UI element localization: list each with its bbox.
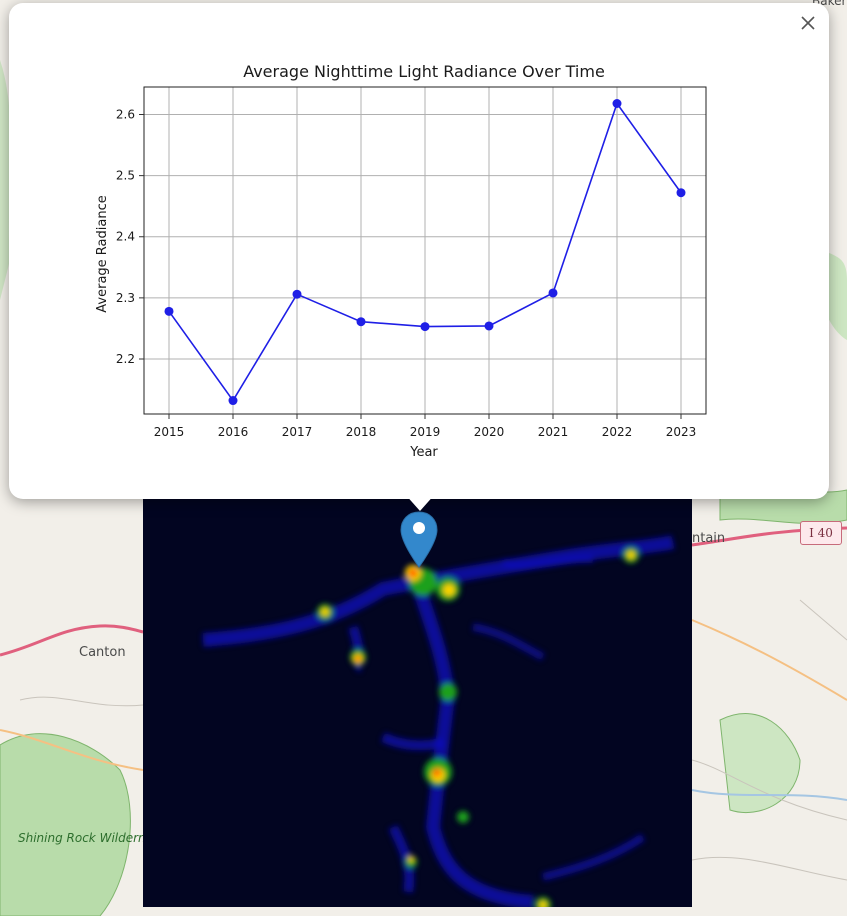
- x-tick-label: 2017: [282, 425, 313, 439]
- location-marker-icon[interactable]: [400, 511, 438, 571]
- x-tick-label: 2015: [154, 425, 185, 439]
- y-axis-label: Average Radiance: [95, 195, 110, 312]
- y-tick-label: 2.3: [116, 291, 135, 305]
- x-tick-label: 2021: [538, 425, 569, 439]
- data-point: [228, 396, 238, 406]
- data-point: [164, 306, 174, 316]
- chart-title: Average Nighttime Light Radiance Over Ti…: [243, 62, 605, 81]
- data-point: [676, 188, 686, 198]
- map-label-baker: Baker: [812, 0, 847, 8]
- radiance-heatmap: [202, 535, 675, 907]
- x-tick-label: 2016: [218, 425, 249, 439]
- data-point: [292, 289, 302, 299]
- x-tick-label: 2020: [474, 425, 505, 439]
- data-point: [612, 99, 622, 109]
- y-tick-label: 2.2: [116, 352, 135, 366]
- x-tick-label: 2023: [666, 425, 697, 439]
- chart-popup: Average Nighttime Light Radiance Over Ti…: [9, 3, 829, 499]
- data-point: [356, 317, 366, 327]
- x-tick-label: 2018: [346, 425, 377, 439]
- x-axis-label: Year: [409, 445, 438, 460]
- data-point: [420, 322, 430, 332]
- map-label-canton: Canton: [79, 645, 126, 660]
- data-point: [548, 288, 558, 298]
- x-tick-label: 2019: [410, 425, 441, 439]
- line-chart: Average Nighttime Light Radiance Over Ti…: [95, 62, 707, 460]
- close-icon[interactable]: [797, 12, 819, 34]
- y-tick-label: 2.6: [116, 108, 135, 122]
- map-label-shining-rock: Shining Rock Wilderness: [18, 831, 166, 845]
- y-tick-label: 2.4: [116, 230, 135, 244]
- x-tick-label: 2022: [602, 425, 633, 439]
- interstate-shield: I 40: [800, 521, 842, 545]
- map-label-mountain: ntain: [692, 531, 726, 546]
- popup-tip: [404, 493, 436, 511]
- y-tick-label: 2.5: [116, 169, 135, 183]
- data-point: [484, 321, 494, 331]
